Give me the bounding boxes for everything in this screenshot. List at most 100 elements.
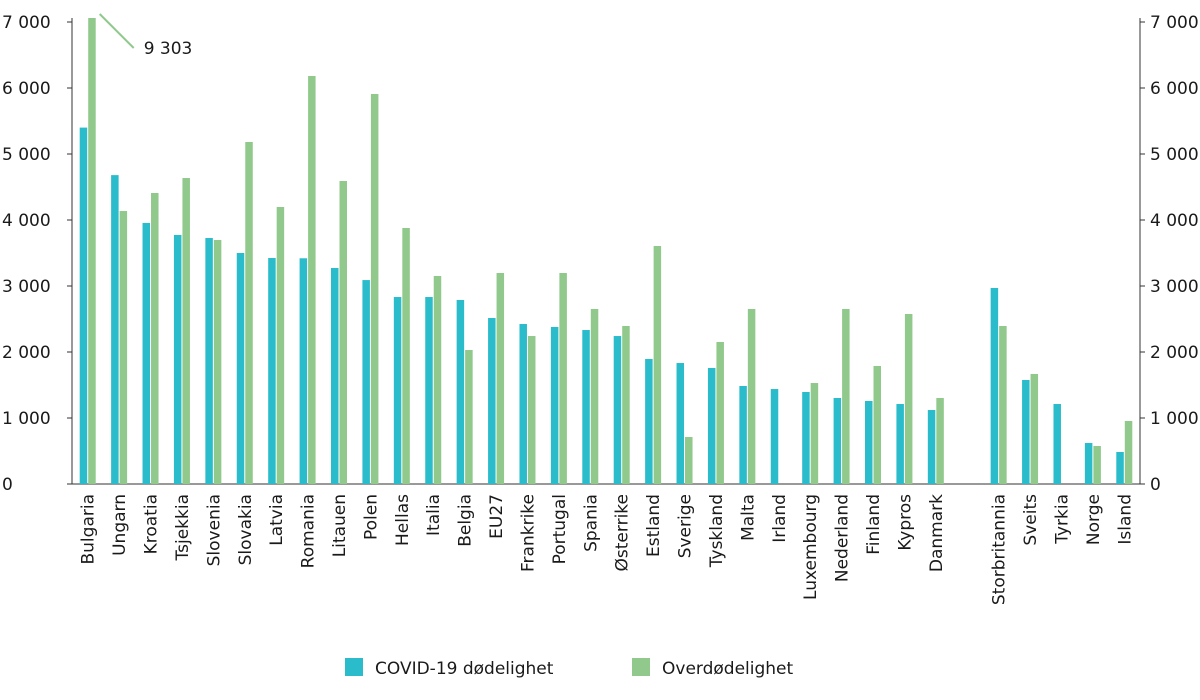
bar [402, 227, 410, 484]
bar [456, 299, 465, 484]
y2-tick-label: 0 [1150, 475, 1161, 495]
bar [1093, 445, 1101, 484]
legend-swatch [632, 658, 650, 676]
x-tick-label: Spania [581, 494, 601, 552]
bar [111, 175, 119, 484]
bar [685, 437, 693, 484]
bar [276, 206, 285, 485]
x-tick-label: EU27 [487, 494, 507, 539]
bar [465, 350, 473, 484]
x-tick-label: Kroatia [142, 494, 162, 554]
bar [488, 318, 496, 484]
x-tick-label: Storbritannia [990, 494, 1010, 605]
bar [268, 258, 276, 484]
x-tick-label: Polen [361, 494, 381, 540]
legend-label: COVID-19 dødelighet [375, 659, 554, 679]
y-tick-label: 7 000 [2, 13, 51, 33]
x-tick-label: Slovenia [204, 494, 224, 566]
bar [245, 141, 253, 484]
bar [645, 358, 653, 484]
legend-label: Overdødelighet [662, 659, 794, 679]
x-tick-label: Tyskland [707, 494, 727, 568]
bar [873, 365, 881, 484]
x-tick-label: Tsjekkia [173, 494, 193, 561]
bars [79, 18, 1133, 485]
x-tick-label: Norge [1084, 494, 1104, 545]
bar [770, 389, 779, 484]
bar [1030, 373, 1039, 484]
bar [716, 341, 724, 484]
x-tick-label: Hellas [393, 494, 413, 546]
x-tick-label: Nederland [833, 494, 853, 582]
bar [1124, 420, 1133, 484]
bar [119, 211, 128, 485]
bar [559, 272, 567, 484]
bar [308, 75, 316, 484]
x-tick-label: Luxembourg [801, 494, 821, 600]
bar [896, 404, 904, 484]
bar [653, 246, 662, 484]
y-tick-label: 1 000 [2, 409, 51, 429]
bar [707, 367, 716, 484]
y2-tick-label: 6 000 [1150, 79, 1199, 99]
x-tick-label: Danmark [927, 494, 947, 572]
bar [519, 324, 527, 484]
y-tick-label: 4 000 [2, 211, 51, 231]
bar [433, 275, 442, 484]
bar [182, 178, 190, 485]
bar [236, 253, 245, 484]
bar [88, 18, 96, 484]
bar [739, 385, 747, 484]
bar [865, 400, 873, 484]
y2-tick-label: 7 000 [1150, 13, 1199, 33]
y2-tick-label: 3 000 [1150, 277, 1199, 297]
bar [173, 234, 182, 484]
bar [1022, 379, 1030, 484]
x-tick-label: Ungarn [110, 494, 130, 556]
bar [550, 326, 559, 484]
bar [393, 297, 402, 484]
x-tick-label: Romania [299, 494, 319, 568]
legend-swatch [345, 658, 363, 676]
x-tick-label: Estland [644, 494, 664, 557]
bar [582, 330, 590, 484]
x-tick-label: Italia [424, 494, 444, 536]
y-tick-label: 5 000 [2, 145, 51, 165]
bar [936, 398, 944, 484]
bar [1084, 443, 1093, 484]
bar [1053, 404, 1061, 484]
bar [151, 193, 159, 485]
bar [842, 308, 850, 484]
bar [370, 94, 379, 485]
bar [999, 325, 1007, 484]
bar [213, 239, 222, 484]
x-tick-label: Latvia [267, 494, 287, 546]
bar [1116, 451, 1124, 484]
value-label: 9 303 [144, 39, 193, 59]
y-tick-label: 6 000 [2, 79, 51, 99]
x-tick-label: Tyrkia [1052, 494, 1072, 545]
bar [590, 308, 599, 484]
x-tick-label: Sverige [676, 494, 696, 558]
bar [802, 391, 810, 484]
bar [425, 297, 433, 484]
bar [142, 222, 151, 484]
x-tick-label: Island [1115, 494, 1135, 545]
x-tick-label: Portugal [550, 494, 570, 564]
x-tick-label: Litauen [330, 494, 350, 557]
y2-tick-label: 1 000 [1150, 409, 1199, 429]
bar [676, 363, 685, 484]
x-tick-label: Malta [738, 494, 758, 541]
x-tick-label: Sveits [1021, 494, 1041, 546]
y-tick-label: 3 000 [2, 277, 51, 297]
bar [904, 313, 913, 484]
bar [990, 287, 999, 484]
y-tick-label: 0 [2, 475, 13, 495]
label-leader [98, 13, 135, 49]
bar [810, 383, 819, 484]
x-tick-label: Frankrike [518, 494, 538, 572]
y-tick-label: 2 000 [2, 343, 51, 363]
x-tick-label: Finland [864, 494, 884, 555]
